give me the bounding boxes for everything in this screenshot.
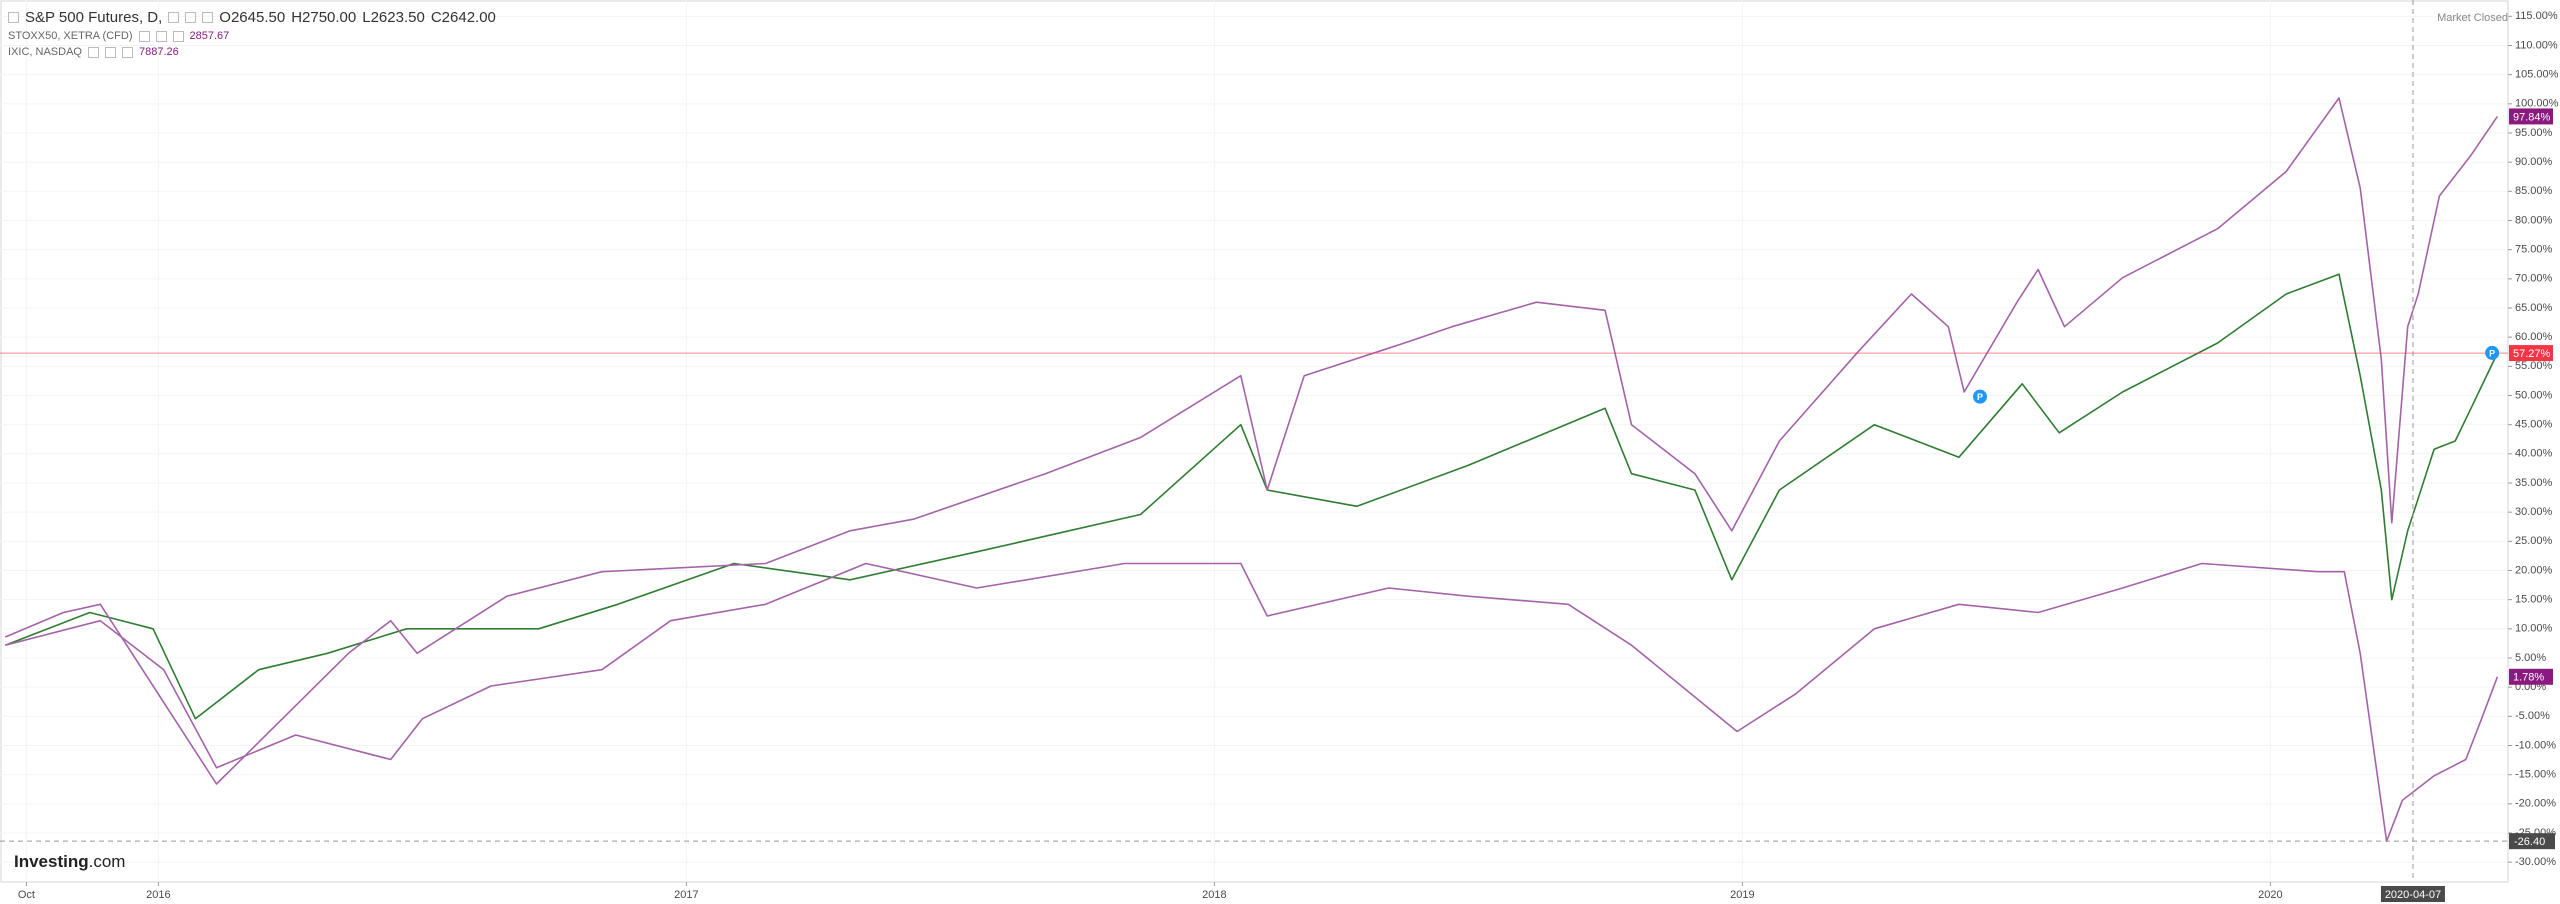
icon (8, 11, 19, 23)
price-tag-label: 97.84% (2513, 111, 2551, 123)
y-tick-label: 55.00% (2515, 360, 2553, 372)
crosshair-x-box (2380, 886, 2445, 902)
y-tick-label: 20.00% (2515, 564, 2553, 576)
legend-row: IXIC, NASDAQ 7887.26 (8, 44, 496, 60)
quote: C2642.00 (430, 8, 496, 26)
y-tick-label: 40.00% (2515, 448, 2553, 460)
y-tick-label: -5.00% (2515, 710, 2550, 722)
y-tick-label: 45.00% (2515, 419, 2553, 431)
y-tick-label: 25.00% (2515, 535, 2553, 547)
event-marker-label: P (2489, 348, 2495, 358)
market-status: Market Closed (2437, 12, 2508, 24)
y-tick-label: 105.00% (2515, 69, 2559, 81)
quote: H2750.00 (291, 8, 357, 26)
icon[interactable] (104, 46, 116, 58)
x-tick-label: 2020 (2258, 889, 2282, 901)
icon[interactable] (172, 30, 184, 42)
x-tick-label: 2017 (674, 889, 698, 901)
y-tick-label: 30.00% (2515, 506, 2553, 518)
y-tick-label: 35.00% (2515, 477, 2553, 489)
series-line (4, 97, 2499, 785)
y-tick-label: -20.00% (2515, 798, 2556, 810)
y-tick-label: -15.00% (2515, 769, 2556, 781)
y-tick-label: -30.00% (2515, 856, 2556, 868)
series-line (5, 273, 2499, 720)
x-tick-label: 2016 (146, 889, 170, 901)
legend-entry[interactable]: STOXX50, XETRA (CFD) (8, 30, 133, 42)
y-tick-label: 15.00% (2515, 594, 2553, 606)
legend-entry[interactable]: S&P 500 Futures, D, (25, 8, 163, 26)
watermark-text: .com (88, 852, 126, 871)
legend-row: STOXX50, XETRA (CFD) 2857.67 (8, 28, 496, 44)
quote: L2623.50 (362, 8, 425, 26)
watermark: Investing.com (14, 852, 125, 872)
watermark-text: Investing (14, 852, 89, 871)
y-tick-label: 85.00% (2515, 185, 2553, 197)
x-tick-label: Oct (18, 889, 35, 901)
price-tag (2509, 668, 2553, 685)
icon[interactable] (202, 11, 214, 23)
event-marker[interactable] (2485, 345, 2500, 360)
legend-entry[interactable]: IXIC, NASDAQ (8, 46, 82, 58)
y-tick-label: 70.00% (2515, 273, 2553, 285)
event-marker[interactable] (1973, 389, 1987, 404)
legend-main: S&P 500 Futures, D, O2645.50 H2750.00 L2… (8, 6, 496, 28)
crosshair-y-box (2509, 833, 2555, 850)
crosshair-y-label: -26.40 (2514, 836, 2545, 848)
price-tag (2509, 108, 2553, 125)
y-tick-label: 100.00% (2515, 98, 2559, 110)
y-tick-label: 90.00% (2515, 156, 2553, 168)
x-tick-label: 2018 (1202, 889, 1226, 901)
event-marker-label: P (1977, 392, 1983, 402)
icon[interactable] (168, 11, 180, 23)
y-tick-label: 60.00% (2515, 331, 2553, 343)
quote: O2645.50 (219, 8, 286, 26)
price-tag-label: 57.27% (2513, 348, 2551, 360)
legend: S&P 500 Futures, D, O2645.50 H2750.00 L2… (8, 6, 496, 60)
quote: 7887.26 (138, 46, 179, 58)
x-tick-label: 2019 (1730, 889, 1754, 901)
plot-frame (0, 0, 2509, 883)
price-tag-label: 1.78% (2513, 672, 2544, 684)
y-tick-label: 80.00% (2515, 214, 2553, 226)
y-tick-label: -10.00% (2515, 739, 2556, 751)
y-tick-label: 65.00% (2515, 302, 2553, 314)
price-tag (2509, 345, 2553, 362)
series-line (5, 562, 2499, 842)
quote: 2857.67 (189, 30, 230, 42)
icon[interactable] (87, 46, 99, 58)
y-tick-label: 75.00% (2515, 244, 2553, 256)
icon[interactable] (138, 30, 150, 42)
y-tick-label: 50.00% (2515, 389, 2553, 401)
icon[interactable] (121, 46, 133, 58)
y-tick-label: 95.00% (2515, 127, 2553, 139)
crosshair-x-label: 2020-04-07 (2385, 889, 2441, 901)
icon[interactable] (155, 30, 167, 42)
y-tick-label: 110.00% (2515, 39, 2558, 51)
y-tick-label: 115.00% (2515, 10, 2558, 22)
y-tick-label: 5.00% (2515, 652, 2546, 664)
y-tick-label: 10.00% (2515, 623, 2553, 635)
icon[interactable] (185, 11, 197, 23)
